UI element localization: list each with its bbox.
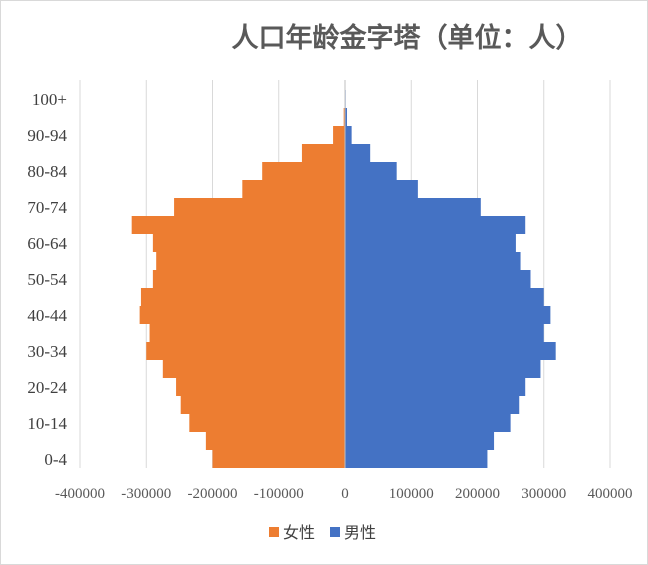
male-bar-40-44 bbox=[345, 306, 551, 324]
female-bar-35-39 bbox=[149, 324, 345, 342]
axes: 0-4 10-14 20-24 30-34 40-44 50-54 60-64 70-74 80… bbox=[27, 80, 633, 502]
chart-title: 人口年龄金字塔（单位：人） bbox=[232, 22, 583, 54]
y-tick-label: 90-94 bbox=[27, 126, 67, 145]
y-tick-label: 100+ bbox=[32, 90, 67, 109]
legend-swatch-male bbox=[330, 527, 340, 537]
female-bar-65-69 bbox=[131, 216, 345, 234]
x-tick-label: -400000 bbox=[55, 486, 105, 502]
male-bar-70-74 bbox=[345, 198, 481, 216]
female-bar-40-44 bbox=[139, 306, 345, 324]
male-bar-95-99 bbox=[345, 108, 347, 126]
male-bar-80-84 bbox=[345, 162, 397, 180]
female-bar-5-9 bbox=[205, 432, 345, 450]
male-bar-35-39 bbox=[345, 324, 544, 342]
y-tick-label: 10-14 bbox=[27, 414, 67, 433]
male-bar-60-64 bbox=[345, 234, 516, 252]
female-bar-45-49 bbox=[140, 288, 345, 306]
y-tick-label: 80-84 bbox=[27, 162, 67, 181]
female-bar-15-19 bbox=[180, 396, 345, 414]
female-bar-90-94 bbox=[333, 126, 345, 144]
male-bar-15-19 bbox=[345, 396, 520, 414]
y-tick-label: 40-44 bbox=[27, 306, 67, 325]
female-bar-70-74 bbox=[174, 198, 345, 216]
female-bar-75-79 bbox=[242, 180, 345, 198]
male-bar-30-34 bbox=[345, 342, 556, 360]
male-bar-50-54 bbox=[345, 270, 531, 288]
x-tick-label: 300000 bbox=[521, 486, 566, 502]
legend-label-female: 女性 bbox=[283, 523, 315, 542]
y-tick-label: 70-74 bbox=[27, 198, 67, 217]
female-bar-25-29 bbox=[162, 360, 345, 378]
legend: 女性 男性 bbox=[269, 523, 376, 542]
y-tick-label: 50-54 bbox=[27, 270, 67, 289]
male-bar-55-59 bbox=[345, 252, 521, 270]
female-bar-55-59 bbox=[156, 252, 345, 270]
female-bar-60-64 bbox=[152, 234, 345, 252]
male-bar-65-69 bbox=[345, 216, 526, 234]
female-bar-95-99 bbox=[343, 108, 345, 126]
legend-swatch-female bbox=[269, 527, 279, 537]
male-bar-25-29 bbox=[345, 360, 541, 378]
male-bar-85-89 bbox=[345, 144, 371, 162]
legend-label-male: 男性 bbox=[344, 523, 376, 542]
y-tick-label: 20-24 bbox=[27, 378, 67, 397]
female-bar-85-89 bbox=[301, 144, 345, 162]
x-tick-label: 200000 bbox=[455, 486, 500, 502]
male-bar-90-94 bbox=[345, 126, 352, 144]
x-tick-label: 0 bbox=[341, 486, 349, 502]
y-tick-label: 0-4 bbox=[44, 450, 67, 469]
bars bbox=[131, 90, 556, 468]
male-bar-0-4 bbox=[345, 450, 488, 468]
male-bar-75-79 bbox=[345, 180, 418, 198]
x-tick-label: 400000 bbox=[588, 486, 633, 502]
female-bar-30-34 bbox=[146, 342, 345, 360]
x-tick-label: -100000 bbox=[254, 486, 304, 502]
female-bar-50-54 bbox=[152, 270, 345, 288]
male-bar-10-14 bbox=[345, 414, 511, 432]
y-tick-label: 60-64 bbox=[27, 234, 67, 253]
female-bar-20-24 bbox=[176, 378, 345, 396]
x-tick-label: -200000 bbox=[188, 486, 238, 502]
y-tick-label: 30-34 bbox=[27, 342, 67, 361]
x-tick-label: 100000 bbox=[389, 486, 434, 502]
female-bar-10-14 bbox=[189, 414, 345, 432]
x-tick-label: -300000 bbox=[121, 486, 171, 502]
male-bar-5-9 bbox=[345, 432, 495, 450]
female-bar-80-84 bbox=[262, 162, 345, 180]
male-bar-20-24 bbox=[345, 378, 526, 396]
female-bar-0-4 bbox=[212, 450, 345, 468]
male-bar-45-49 bbox=[345, 288, 544, 306]
